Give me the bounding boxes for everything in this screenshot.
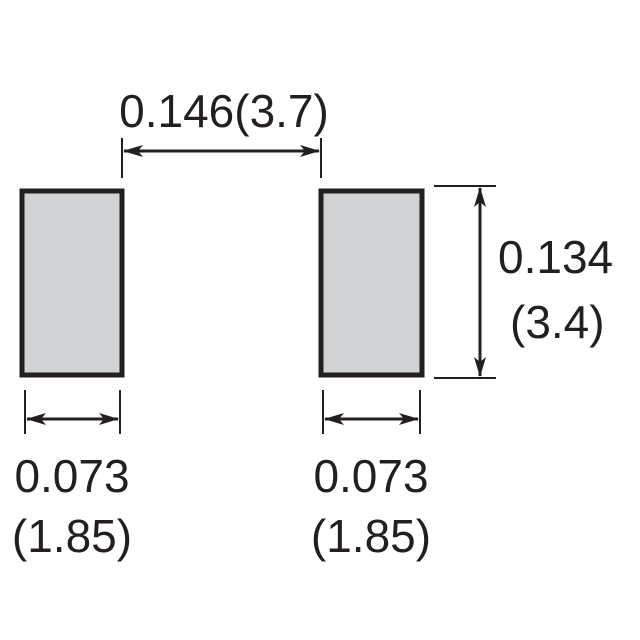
right-pad-width-dimension <box>322 390 421 434</box>
height-label-inch: 0.134 <box>498 231 613 283</box>
left-pad-width-dimension <box>24 390 121 434</box>
left-pad-width-mm: (1.85) <box>12 510 132 562</box>
right-pad-width-inch: 0.073 <box>313 450 428 502</box>
spacing-label: 0.146(3.7) <box>119 85 329 137</box>
spacing-dimension <box>121 138 322 178</box>
right-pad <box>318 188 425 378</box>
left-pad <box>19 188 125 378</box>
right-pad-width-mm: (1.85) <box>311 510 431 562</box>
height-label-mm: (3.4) <box>510 296 605 348</box>
left-pad-width-inch: 0.073 <box>14 450 129 502</box>
height-dimension <box>434 185 496 379</box>
